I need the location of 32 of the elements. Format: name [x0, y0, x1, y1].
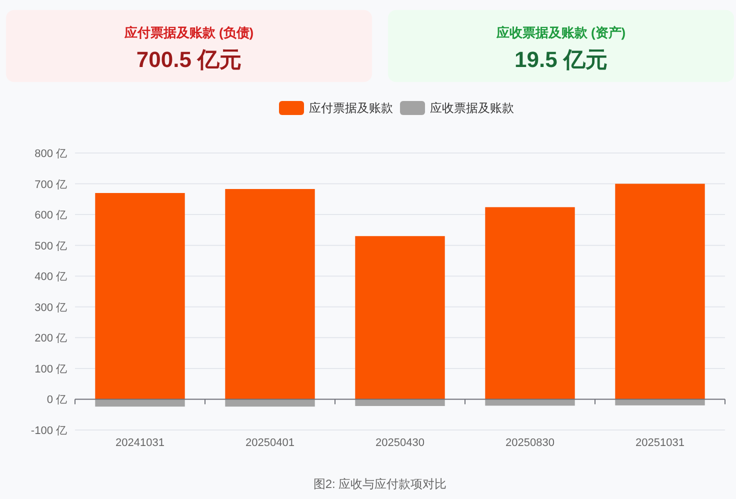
x-tick-label: 20251031: [636, 437, 684, 449]
y-tick-label: 200 亿: [34, 332, 67, 345]
text: 应付票据及账款 (负债): [123, 25, 254, 40]
y-tick-label: 400 亿: [34, 271, 67, 284]
x-tick-label: 20250430: [376, 437, 424, 449]
x-tick-label: 20250401: [246, 437, 294, 449]
bar: [95, 193, 185, 400]
y-tick-label: 100 亿: [34, 363, 67, 376]
y-tick-label: 0 亿: [46, 394, 67, 406]
bar: [355, 236, 445, 400]
bar: [485, 207, 575, 400]
caption: 图2: 应收与应付款项对比: [313, 477, 447, 491]
bar: [615, 399, 705, 406]
text: 19.5 亿元: [514, 47, 608, 72]
x-tick-label: 20241031: [116, 437, 164, 449]
text: 700.5 亿元: [136, 47, 242, 72]
y-tick-label: 800 亿: [34, 148, 67, 160]
y-tick-label: -100 亿: [30, 425, 67, 437]
y-tick-label: 500 亿: [34, 240, 67, 252]
x-tick-label: 20250830: [506, 437, 554, 449]
legend-label: 应付票据及账款: [309, 101, 393, 115]
text: 应收票据及账款 (资产): [495, 25, 626, 40]
legend-label: 应收票据及账款: [430, 101, 514, 115]
bar: [225, 399, 315, 407]
y-tick-label: 300 亿: [34, 302, 67, 314]
y-tick-label: 700 亿: [34, 178, 67, 191]
bar: [225, 189, 315, 400]
bar: [95, 399, 185, 407]
y-tick-label: 600 亿: [34, 210, 67, 222]
bar: [355, 399, 445, 406]
bar: [485, 399, 575, 406]
bar: [615, 184, 705, 400]
